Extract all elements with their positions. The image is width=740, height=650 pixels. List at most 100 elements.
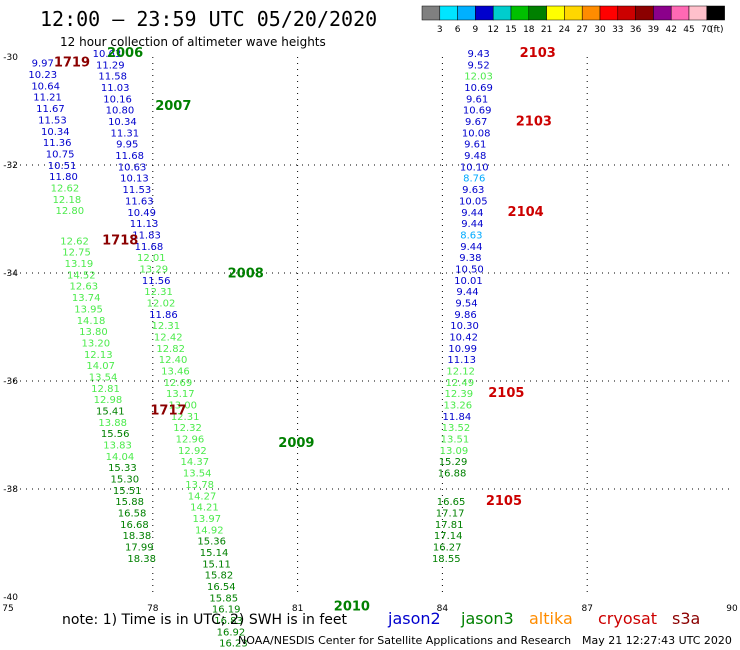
color-scale-label: 15 xyxy=(505,25,516,35)
data-points: 9.9710.2310.6411.2111.6711.5310.3411.361… xyxy=(28,49,492,650)
color-scale-label: 39 xyxy=(648,25,660,35)
units-note: note: 1) Time is in UTC; 2) SWH is in fe… xyxy=(62,612,348,628)
wave-height-label: 16.19 xyxy=(212,605,241,616)
wave-height-label: 9.52 xyxy=(467,60,489,71)
wave-height-label: 14.21 xyxy=(190,503,219,514)
wave-height-label: 11.63 xyxy=(125,196,154,207)
wave-height-label: 11.68 xyxy=(115,151,144,162)
wave-height-label: 16.92 xyxy=(217,627,246,638)
wave-height-label: 9.43 xyxy=(467,49,489,60)
wave-height-label: 15.36 xyxy=(197,537,226,548)
y-tick-label: -30 xyxy=(3,53,18,63)
wave-height-label: 10.63 xyxy=(93,49,122,60)
x-tick-label: 87 xyxy=(581,604,592,614)
color-scale-label: 18 xyxy=(523,25,535,35)
wave-height-label: 13.46 xyxy=(161,367,190,378)
wave-height-label: 13.51 xyxy=(441,435,470,446)
color-scale: 3 6 9 12 15 18 21 24 27 30 33 36 39 42 45 70(ft) xyxy=(421,5,725,35)
wave-height-label: 11.53 xyxy=(38,115,67,126)
color-scale-label: 9 xyxy=(473,25,479,35)
wave-height-label: 12.12 xyxy=(446,367,475,378)
wave-height-label: 11.80 xyxy=(49,172,78,183)
wave-height-label: 16.65 xyxy=(437,497,466,508)
wave-height-label: 11.31 xyxy=(110,128,139,139)
color-scale-swatch xyxy=(510,5,530,21)
wave-height-label: 10.10 xyxy=(460,162,489,173)
wave-height-label: 10.42 xyxy=(449,333,478,344)
wave-height-label: 10.30 xyxy=(450,321,479,332)
plot-grid xyxy=(8,57,732,597)
wave-height-label: 13.83 xyxy=(103,441,132,452)
wave-height-label: 13.80 xyxy=(79,327,108,338)
x-tick-label: 90 xyxy=(726,604,738,614)
wave-height-label: 13.00 xyxy=(168,401,197,412)
wave-height-label: 16.23 xyxy=(219,639,248,650)
pass-number-label: 2007 xyxy=(155,99,191,114)
wave-height-label: 9.48 xyxy=(464,151,486,162)
wave-height-label: 11.58 xyxy=(98,72,127,83)
color-scale-swatch xyxy=(546,5,565,21)
color-scale-swatch xyxy=(492,5,512,21)
wave-height-label: 13.74 xyxy=(72,293,101,304)
color-scale-label: 30 xyxy=(594,25,606,35)
wave-height-label: 9.44 xyxy=(460,242,482,253)
wave-height-label: 13.19 xyxy=(65,259,94,270)
y-tick-label: -36 xyxy=(3,377,18,387)
wave-height-label: 13.52 xyxy=(442,423,471,434)
wave-height-label: 17.17 xyxy=(436,509,465,520)
color-scale-label: 33 xyxy=(612,25,623,35)
color-scale-swatch xyxy=(421,5,441,21)
color-scale-label: 36 xyxy=(630,25,642,35)
wave-height-label: 10.51 xyxy=(48,161,77,172)
wave-height-label: 16.58 xyxy=(118,509,147,520)
wave-height-label: 12.62 xyxy=(60,236,89,247)
wave-height-label: 12.98 xyxy=(94,395,123,406)
x-tick-label: 84 xyxy=(437,604,449,614)
wave-height-label: 10.05 xyxy=(459,196,488,207)
wave-height-label: 9.44 xyxy=(456,287,478,298)
wave-height-label: 13.54 xyxy=(183,469,212,480)
y-tick-label: -40 xyxy=(3,593,18,603)
wave-height-label: 13.20 xyxy=(82,338,111,349)
pass-number-label: 2105 xyxy=(486,494,522,509)
color-scale-swatch xyxy=(653,5,672,21)
wave-height-label: 13.88 xyxy=(98,418,127,429)
wave-height-label: 14.52 xyxy=(67,270,96,281)
wave-height-label: 10.08 xyxy=(462,128,491,139)
wave-height-label: 15.11 xyxy=(202,559,231,570)
wave-height-label: 10.49 xyxy=(127,208,156,219)
color-scale-swatch xyxy=(599,5,619,21)
y-tick-label: -34 xyxy=(3,269,18,279)
color-scale-label: 42 xyxy=(665,25,676,35)
color-scale-label: 6 xyxy=(455,25,461,35)
wave-height-label: 10.13 xyxy=(120,174,149,185)
wave-height-label: 8.76 xyxy=(463,174,485,185)
legend-entry-cryosat: cryosat xyxy=(598,609,657,628)
pass-number-label: 2103 xyxy=(520,46,556,61)
color-scale-swatch xyxy=(439,5,458,21)
color-scale-swatch xyxy=(581,5,601,21)
wave-height-label: 14.18 xyxy=(77,316,106,327)
wave-height-label: 10.69 xyxy=(464,83,493,94)
color-scale-swatch xyxy=(564,5,583,21)
chart-title: 12:00 – 23:59 UTC 05/20/2020 xyxy=(40,7,377,31)
wave-height-label: 16.88 xyxy=(438,469,467,480)
pass-number-label: 1717 xyxy=(150,403,186,418)
wave-height-label: 9.86 xyxy=(454,310,476,321)
wave-height-label: 10.01 xyxy=(454,276,483,287)
color-scale-label: 45 xyxy=(683,25,694,35)
wave-height-label: 12.81 xyxy=(91,384,120,395)
color-scale-label: 24 xyxy=(559,25,571,35)
wave-height-label: 15.85 xyxy=(209,593,238,604)
wave-height-label: 14.04 xyxy=(106,452,135,463)
wave-height-label: 11.36 xyxy=(43,138,72,149)
wave-height-label: 12.01 xyxy=(137,253,166,264)
wave-height-label: 12.18 xyxy=(53,195,82,206)
wave-height-label: 12.32 xyxy=(173,423,202,434)
color-scale-swatch xyxy=(706,5,725,21)
wave-height-label: 11.84 xyxy=(443,412,472,423)
wave-height-label: 11.13 xyxy=(130,219,159,230)
y-tick-label: -32 xyxy=(3,161,18,171)
color-scale-label: 12 xyxy=(487,25,498,35)
legend-entry-s3a: s3a xyxy=(672,609,700,628)
